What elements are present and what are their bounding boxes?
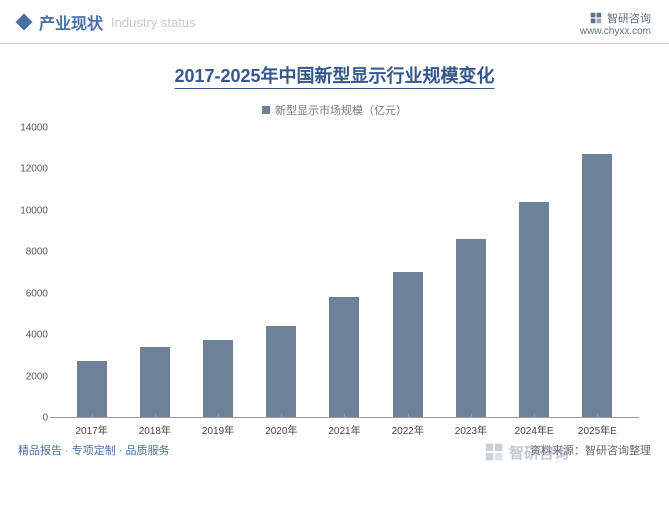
bar-wrap	[123, 347, 186, 417]
x-tick-mark	[534, 414, 535, 418]
legend-swatch	[262, 106, 270, 114]
x-tick-label: 2020年	[250, 418, 313, 438]
bar	[519, 202, 549, 417]
y-tick-label: 10000	[12, 205, 48, 216]
header: 产业现状 Industry status 智研咨询 www.chyxx.com	[0, 0, 669, 44]
bar-wrap	[439, 239, 502, 417]
brand: 智研咨询	[580, 10, 651, 26]
footer-left: 精品报告 · 专项定制 · 品质服务	[18, 442, 170, 458]
bar	[77, 361, 107, 417]
watermark-text: 智研咨询	[509, 442, 569, 463]
header-right: 智研咨询 www.chyxx.com	[580, 10, 651, 37]
x-tick-label: 2019年	[186, 418, 249, 438]
watermark: 智研咨询	[483, 441, 569, 463]
bar	[582, 154, 612, 417]
x-tick-mark	[344, 414, 345, 418]
watermark-logo-icon	[483, 441, 505, 463]
bar-wrap	[250, 326, 313, 417]
y-tick-label: 2000	[12, 371, 48, 382]
y-tick-label: 0	[12, 413, 48, 424]
y-tick-label: 12000	[12, 164, 48, 175]
bar	[140, 347, 170, 417]
x-tick-mark	[471, 414, 472, 418]
header-left: 产业现状 Industry status	[18, 10, 196, 34]
header-title-cn: 产业现状	[39, 10, 103, 34]
x-tick-mark	[218, 414, 219, 418]
x-tick-label: 2022年	[376, 418, 439, 438]
bar-wrap	[376, 272, 439, 417]
bar-wrap	[60, 361, 123, 417]
x-tick-label: 2025年E	[566, 418, 629, 438]
bar-wrap	[566, 154, 629, 417]
x-tick-label: 2024年E	[503, 418, 566, 438]
bar	[203, 340, 233, 417]
bars-container	[50, 128, 639, 417]
bar	[456, 239, 486, 417]
bar-wrap	[186, 340, 249, 417]
y-tick-label: 6000	[12, 288, 48, 299]
x-tick-mark	[597, 414, 598, 418]
y-tick-label: 14000	[12, 123, 48, 134]
x-tick-mark	[92, 414, 93, 418]
x-tick-label: 2017年	[60, 418, 123, 438]
brand-logo-icon	[589, 11, 603, 25]
site-url: www.chyxx.com	[580, 26, 651, 37]
chart-title: 2017-2025年中国新型显示行业规模变化	[0, 62, 669, 88]
plot-area	[50, 128, 639, 418]
x-axis-labels: 2017年2018年2019年2020年2021年2022年2023年2024年…	[50, 418, 639, 438]
x-tick-mark	[281, 414, 282, 418]
diamond-icon	[16, 14, 33, 31]
bar	[266, 326, 296, 417]
x-tick-label: 2021年	[313, 418, 376, 438]
x-tick-label: 2023年	[439, 418, 502, 438]
bar	[329, 297, 359, 417]
x-tick-label: 2018年	[123, 418, 186, 438]
legend-label: 新型显示市场规模（亿元）	[275, 102, 407, 118]
chart-legend: 新型显示市场规模（亿元）	[0, 102, 669, 118]
brand-text: 智研咨询	[607, 10, 651, 26]
x-tick-mark	[408, 414, 409, 418]
bar	[393, 272, 423, 417]
y-axis: 02000400060008000100001200014000	[12, 128, 48, 418]
x-tick-mark	[155, 414, 156, 418]
bar-wrap	[503, 202, 566, 417]
y-tick-label: 4000	[12, 330, 48, 341]
header-title-en: Industry status	[111, 15, 196, 30]
bar-wrap	[313, 297, 376, 417]
y-tick-label: 8000	[12, 247, 48, 258]
chart-area: 02000400060008000100001200014000 2017年20…	[50, 128, 639, 438]
